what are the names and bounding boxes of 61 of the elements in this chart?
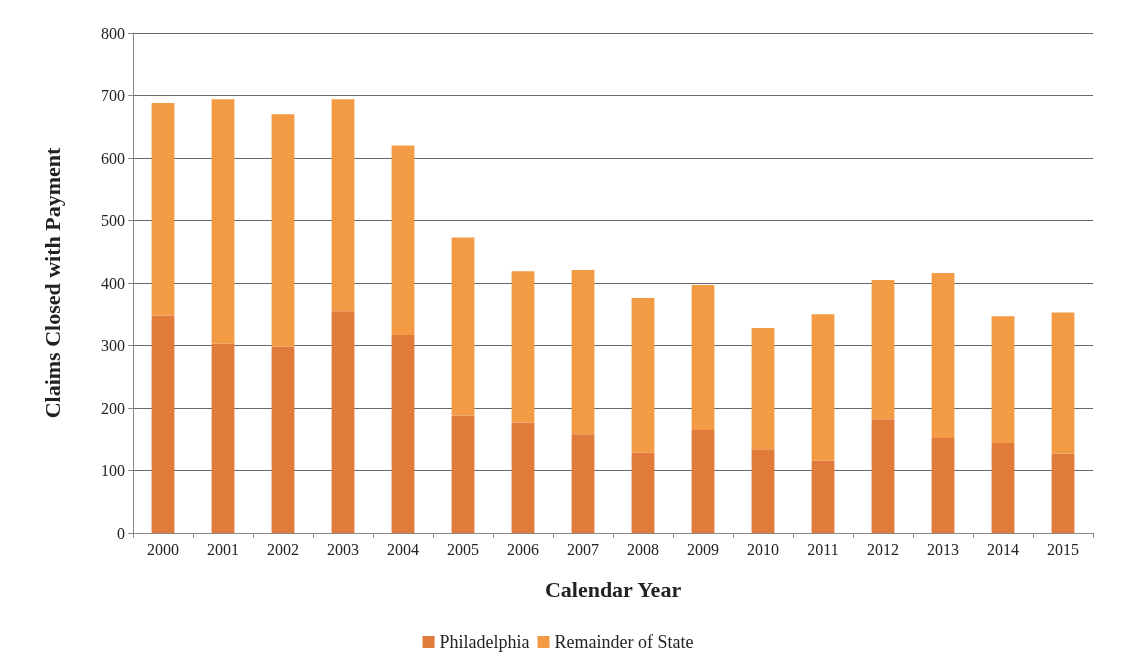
bar bbox=[511, 422, 535, 533]
y-tick-label: 0 bbox=[117, 524, 125, 542]
bar bbox=[931, 438, 955, 533]
x-tick-label: 2014 bbox=[987, 540, 1019, 558]
x-tick-label: 2011 bbox=[807, 540, 839, 558]
bar bbox=[151, 315, 175, 533]
bar bbox=[391, 334, 415, 533]
bar bbox=[331, 311, 355, 533]
x-tick-label: 2008 bbox=[627, 540, 659, 558]
x-tick-label: 2009 bbox=[687, 540, 719, 558]
x-tick-label: 2003 bbox=[327, 540, 359, 558]
legend-label: Remainder of State bbox=[554, 632, 694, 652]
x-tick-label: 2007 bbox=[567, 540, 599, 558]
bar bbox=[391, 145, 415, 335]
bar bbox=[451, 237, 475, 416]
y-tick-label: 600 bbox=[101, 149, 125, 167]
x-tick-label: 2004 bbox=[387, 540, 419, 558]
legend-label: Philadelphia bbox=[439, 632, 530, 652]
bar bbox=[751, 449, 775, 533]
x-tick-label: 2005 bbox=[447, 540, 479, 558]
x-tick-label: 2015 bbox=[1047, 540, 1079, 558]
bar bbox=[211, 343, 235, 533]
bar bbox=[331, 99, 355, 312]
bar bbox=[691, 284, 715, 430]
bar bbox=[811, 314, 835, 461]
bar bbox=[991, 443, 1015, 533]
x-tick-label: 2001 bbox=[207, 540, 239, 558]
x-tick-label: 2013 bbox=[927, 540, 959, 558]
bar bbox=[811, 460, 835, 533]
y-tick-label: 200 bbox=[101, 399, 125, 417]
bar bbox=[691, 429, 715, 533]
y-tick-label: 800 bbox=[101, 24, 125, 42]
bar bbox=[1051, 453, 1075, 533]
x-axis-title: Calendar Year bbox=[544, 576, 682, 602]
bar bbox=[871, 279, 895, 420]
bar bbox=[751, 328, 775, 450]
bar bbox=[271, 114, 295, 347]
bar bbox=[871, 419, 895, 533]
bar bbox=[631, 298, 655, 453]
bar bbox=[211, 99, 235, 344]
x-tick-label: 2010 bbox=[747, 540, 779, 558]
bar bbox=[451, 415, 475, 533]
bar bbox=[631, 452, 655, 533]
bar bbox=[571, 269, 595, 435]
x-tick-label: 2012 bbox=[867, 540, 899, 558]
bar bbox=[1051, 312, 1075, 454]
y-tick-label: 500 bbox=[101, 212, 125, 229]
x-tick-label: 2002 bbox=[267, 540, 299, 558]
bar bbox=[991, 316, 1015, 443]
bar bbox=[151, 103, 175, 316]
x-tick-label: 2000 bbox=[147, 540, 179, 558]
y-tick-label: 700 bbox=[101, 87, 125, 104]
y-axis-title: Claims Closed with Payment bbox=[39, 146, 65, 419]
bar bbox=[931, 273, 955, 438]
bar bbox=[571, 434, 595, 533]
bar bbox=[271, 346, 295, 533]
y-tick-label: 300 bbox=[101, 337, 125, 354]
y-tick-label: 100 bbox=[101, 462, 125, 479]
bar bbox=[511, 271, 535, 423]
x-tick-label: 2006 bbox=[507, 540, 539, 558]
y-tick-label: 400 bbox=[101, 274, 125, 292]
